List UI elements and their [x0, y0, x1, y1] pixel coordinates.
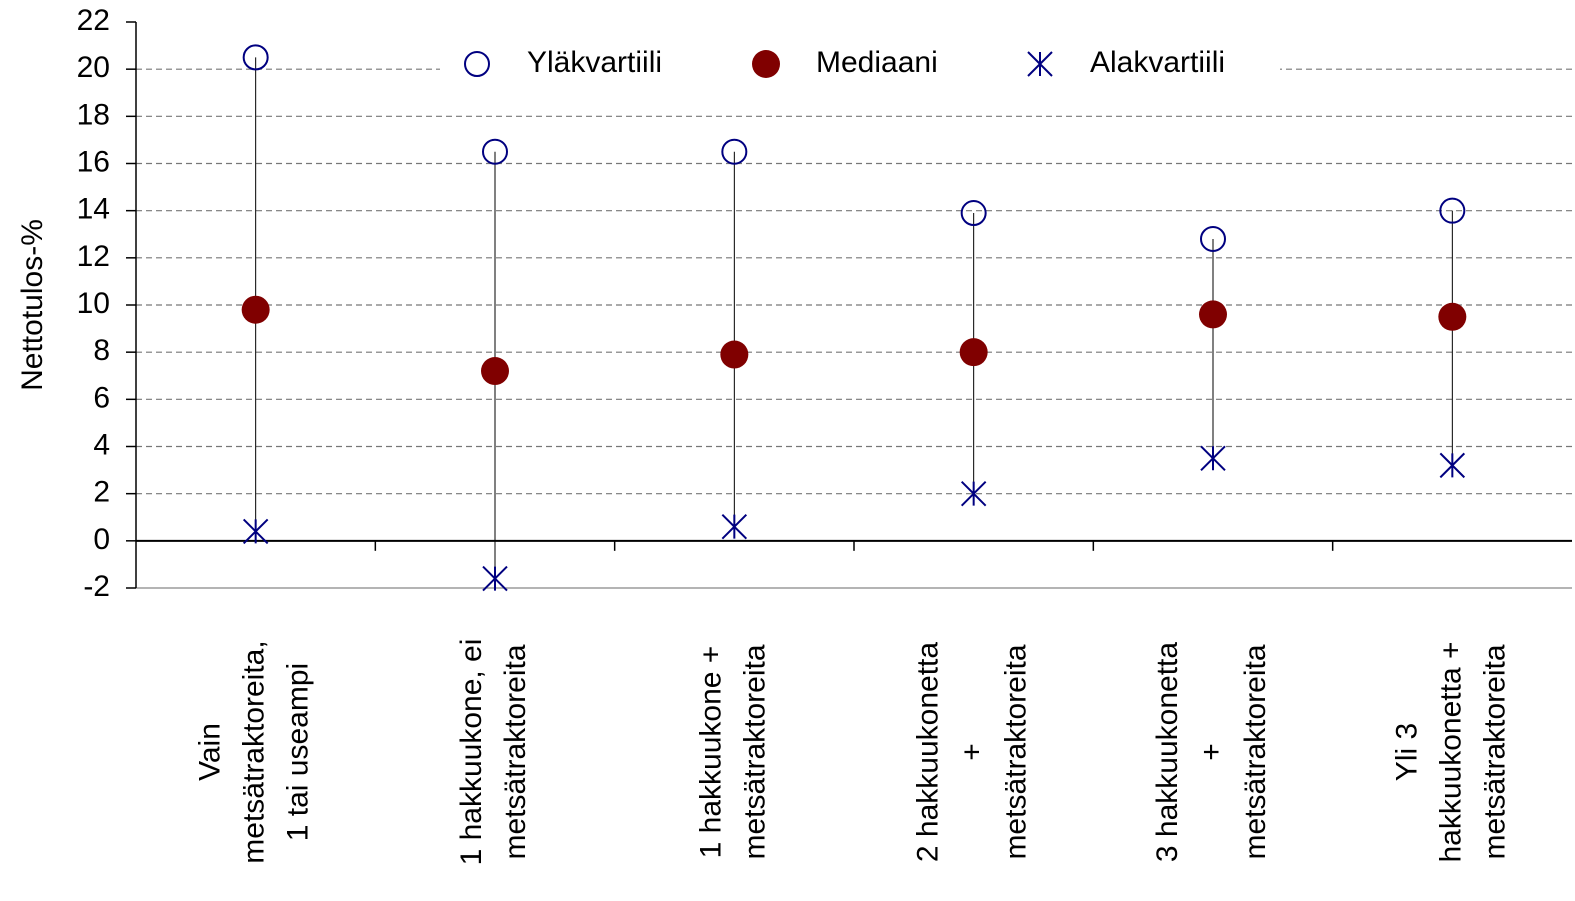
legend-marker: [752, 50, 780, 78]
legend-marker: [464, 51, 490, 77]
x-tick-label: Yli 3: [1390, 723, 1423, 781]
y-tick-label: 4: [93, 428, 110, 461]
x-tick-label: +: [956, 743, 989, 761]
y-tick-label: 10: [77, 287, 110, 320]
x-tick-label: hakkuukonetta +: [1434, 641, 1467, 862]
y-tick-label: 20: [77, 51, 110, 84]
legend-background: [440, 40, 1280, 88]
y-tick-label: 22: [77, 4, 110, 37]
data-point: [720, 340, 749, 369]
data-point: [1200, 445, 1226, 471]
x-tick-label: 3 hakkuukonetta: [1151, 642, 1184, 862]
data-point: [1439, 197, 1466, 224]
legend-label: Yläkvartiili: [527, 46, 662, 79]
y-tick-label: 0: [93, 523, 110, 556]
x-tick-label: metsätraktoreita: [1000, 644, 1033, 859]
x-tick-label: +: [1195, 743, 1228, 761]
data-point: [241, 295, 270, 324]
data-point: [482, 565, 508, 592]
x-tick-label: metsätraktoreita,: [238, 640, 271, 863]
legend-marker: [1027, 51, 1053, 77]
y-tick-label: 6: [93, 381, 110, 414]
x-tick-label: metsätraktoreita: [499, 644, 532, 859]
data-point: [721, 513, 748, 540]
data-point: [482, 138, 508, 165]
data-point: [242, 44, 269, 71]
x-tick-label: Vain: [194, 723, 227, 781]
x-tick-label: 1 tai useampi: [282, 663, 315, 841]
data-point: [1438, 302, 1467, 331]
legend-label: Mediaani: [816, 46, 938, 79]
y-axis-label: Nettotulos-%: [16, 219, 49, 391]
data-point: [242, 518, 269, 545]
x-tick-label: metsätraktoreita: [1478, 644, 1511, 859]
y-tick-label: 2: [93, 476, 110, 509]
data-point: [1439, 452, 1466, 479]
data-point: [1200, 225, 1226, 252]
x-tick-label: 1 hakkuukone, ei: [455, 639, 488, 866]
y-tick-label: 18: [77, 98, 110, 131]
data-point: [721, 138, 748, 165]
y-tick-label: -2: [83, 570, 110, 603]
legend-label: Alakvartiili: [1090, 46, 1225, 79]
data-point: [481, 357, 509, 386]
x-tick-label: metsätraktoreita: [1239, 644, 1272, 859]
data-point: [960, 200, 987, 227]
x-tick-label: 2 hakkuukonetta: [912, 642, 945, 862]
x-tick-label: metsätraktoreita: [738, 644, 771, 859]
data-point: [959, 338, 988, 367]
y-tick-label: 14: [77, 193, 110, 226]
data-point: [1199, 300, 1227, 329]
y-tick-label: 16: [77, 145, 110, 178]
y-tick-label: 8: [93, 334, 110, 367]
data-point: [960, 480, 987, 507]
y-tick-label: 12: [77, 240, 110, 273]
x-tick-label: 1 hakkuukone +: [694, 646, 727, 859]
